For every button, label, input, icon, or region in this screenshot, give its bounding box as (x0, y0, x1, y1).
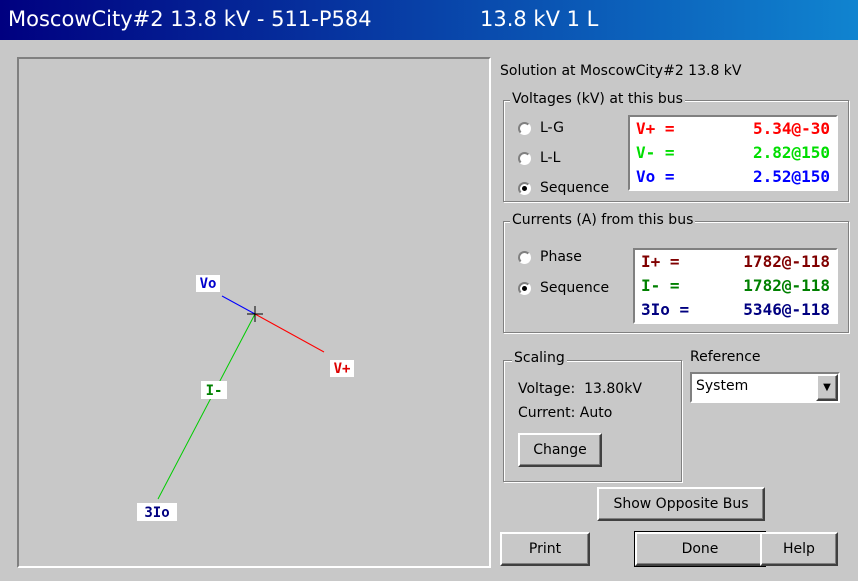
phasor-diagram: Vo V+ I- 3Io (137, 275, 354, 521)
radio-button[interactable] (518, 122, 531, 135)
row-name: V+ = (636, 119, 675, 138)
print-button[interactable]: Print (500, 532, 590, 566)
value-row: 3Io = 5346@-118 (635, 298, 836, 322)
label-bg (201, 381, 227, 399)
row-name: I+ = (641, 252, 680, 271)
scaling-group (503, 360, 682, 482)
phasor-label: I- (206, 383, 223, 399)
phasor-label: Vo (200, 276, 217, 292)
phasor-panel: Vo V+ I- 3Io (17, 57, 491, 568)
radio-button[interactable] (518, 251, 531, 264)
help-button[interactable]: Help (760, 532, 838, 566)
row-value: 1782@-118 (743, 276, 830, 295)
phasor-label: 3Io (144, 505, 169, 521)
row-name: Vo = (636, 167, 675, 186)
value-box: I+ = 1782@-118 I- = 1782@-118 3Io = 5346@-118 (633, 248, 838, 324)
value-row: Vo = 2.52@150 (630, 165, 836, 189)
reference-label: Reference (690, 349, 761, 365)
group-legend: Voltages (kV) at this bus (510, 91, 685, 107)
row-value: 1782@-118 (743, 252, 830, 271)
phasor-vo (221, 295, 256, 315)
value-row: I+ = 1782@-118 (635, 250, 836, 274)
row-name: 3Io = (641, 300, 690, 319)
row-value: 5.34@-30 (752, 119, 830, 138)
radio-label: Phase (540, 249, 582, 265)
radio-label: Sequence (540, 280, 610, 296)
value-row: I- = 1782@-118 (635, 274, 836, 298)
value-row: V+ = 5.34@-30 (630, 117, 836, 141)
change-button[interactable]: Change (518, 433, 602, 467)
subtitle: 13.8 kV 1 L (480, 7, 599, 31)
row-value: 5346@-118 (743, 300, 830, 319)
row-value: 2.82@150 (752, 143, 830, 162)
value-box: V+ = 5.34@-30 V- = 2.82@150 Vo = 2.52@150 (628, 115, 838, 191)
title-bar: MoscowCity#2 13.8 kV - 511-P584 13.8 kV … (0, 0, 858, 40)
solution-heading: Solution at MoscowCity#2 13.8 kV (500, 63, 742, 79)
radio-button[interactable] (518, 182, 531, 195)
combo-value: System (696, 378, 749, 394)
label-bg (137, 503, 177, 521)
row-name: I- = (641, 276, 680, 295)
voltage-scale: Voltage: 13.80kV (518, 381, 642, 397)
current-scale: Current: Auto (518, 405, 613, 421)
radio-button[interactable] (518, 282, 531, 295)
opposite-button[interactable]: Show Opposite Bus (597, 487, 765, 521)
row-name: V- = (636, 143, 675, 162)
label-bg (330, 360, 354, 377)
radio-label: L-G (540, 120, 564, 136)
radio-button[interactable] (518, 152, 531, 165)
label-bg (196, 275, 220, 292)
reference-combo[interactable]: System ▼ (690, 372, 840, 403)
group-legend: Currents (A) from this bus (510, 212, 696, 228)
phasor-label: V+ (334, 361, 351, 377)
done-button[interactable]: Done (634, 531, 766, 567)
phasor-v-plus (254, 313, 325, 353)
title: MoscowCity#2 13.8 kV - 511-P584 (8, 7, 372, 31)
combo-arrow[interactable]: ▼ (816, 374, 838, 401)
value-row: V- = 2.82@150 (630, 141, 836, 165)
radio-label: Sequence (540, 180, 610, 196)
group-legend: Scaling (512, 350, 567, 366)
row-value: 2.52@150 (752, 167, 830, 186)
phasor-i-minus (157, 313, 256, 500)
radio-label: L-L (540, 150, 561, 166)
